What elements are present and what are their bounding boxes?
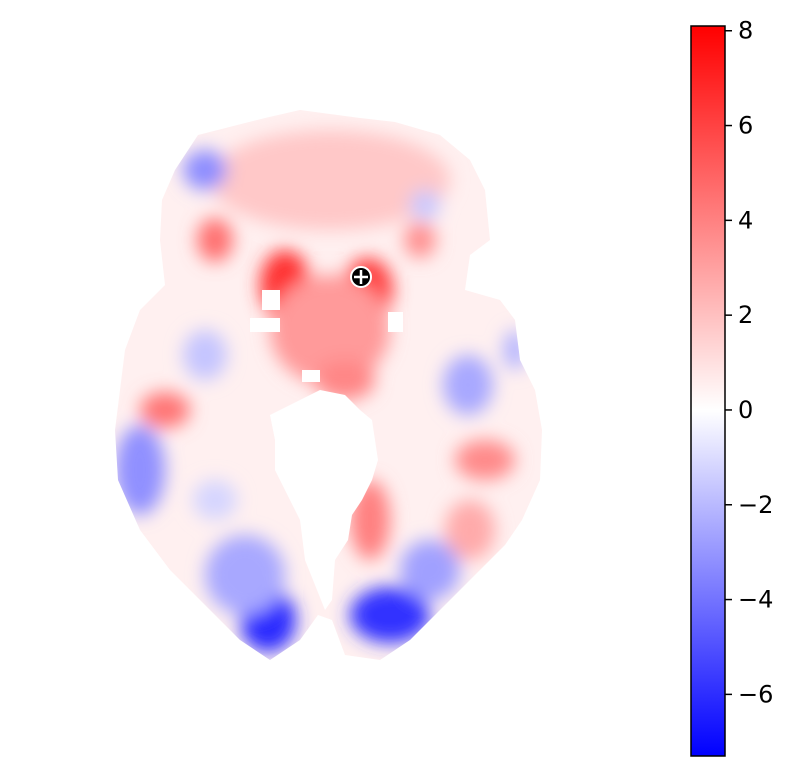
brain-slice [115,110,542,660]
blob-neg-occipital-right [350,587,430,643]
blob-neg-right-edge [503,330,527,370]
blob-pos-frontal [210,130,450,230]
colorbar: 8 6 4 2 0 −2 −4 −6 [690,17,773,757]
masked-regions [250,290,403,610]
colorbar-tick-label: −6 [738,680,773,708]
blob-neg-occipital-spread-right [400,540,460,600]
blob-neg-occipital-spread [205,535,285,615]
blob-neg-temporal-left [115,425,165,515]
colorbar-tick-label: 8 [738,17,753,45]
colorbar-ticks: 8 6 4 2 0 −2 −4 −6 [725,17,773,708]
colorbar-tick-label: 2 [738,301,753,329]
ventricle-hole [270,390,378,610]
hole-left-2 [250,318,280,332]
blob-pos-mid-lower [315,360,375,400]
blob-pos-frontal-left [197,218,233,262]
blob-neg-left-mid [183,330,227,380]
hole-left-1 [262,290,280,310]
blob-neg-frontal-left [183,150,227,190]
colorbar-tick-label: 6 [738,112,753,140]
blob-pos-right-lower [445,500,495,560]
blob-pos-center [270,275,390,385]
crosshair-marker [350,266,372,288]
blob-neg-frontal-right [410,190,440,220]
colorbar-tick-label: 4 [738,206,753,234]
colorbar-tick-label: 0 [738,396,753,424]
colorbar-gradient [690,25,726,757]
blob-pos-temporal-left [140,392,190,428]
blob-pos-frontal-right [404,222,436,258]
colorbar-tick-label: −4 [738,586,773,614]
blob-pos-temporal-right [455,440,515,480]
blob-neg-mid-left-low [193,480,237,520]
hole-mid-1 [302,370,320,382]
colorbar-tick-label: −2 [738,491,773,519]
hole-right-1 [388,312,403,332]
blob-neg-temporal-right [443,355,493,415]
